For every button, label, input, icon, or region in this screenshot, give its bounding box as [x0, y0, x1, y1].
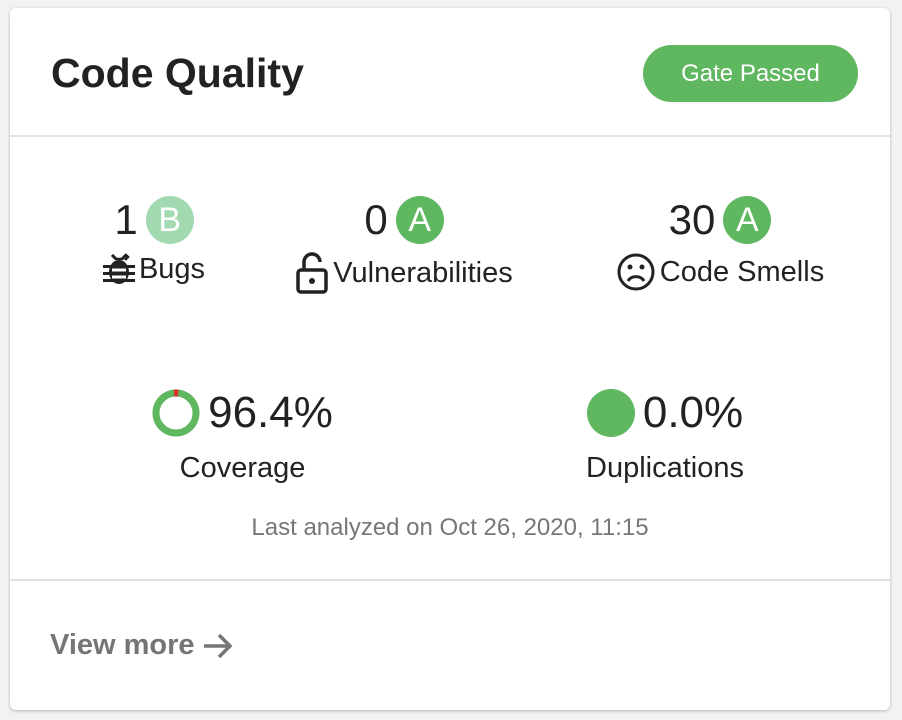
coverage-value: 96.4%: [208, 388, 333, 437]
duplications-indicator-icon: [586, 389, 635, 437]
metric-duplications[interactable]: 0.0% Duplications: [565, 388, 765, 485]
vulnerabilities-grade-badge: A: [395, 196, 444, 244]
metric-vulnerabilities[interactable]: 0 A Vulnerabilities: [274, 196, 534, 294]
code-smells-grade-badge: A: [723, 196, 772, 244]
arrow-right-icon: [203, 633, 233, 658]
card-title: Code Quality: [51, 50, 304, 96]
gate-status-badge: Gate Passed: [643, 45, 858, 102]
coverage-label: Coverage: [179, 452, 306, 484]
coverage-donut-icon: [152, 389, 200, 437]
vulnerabilities-label: Vulnerabilities: [333, 256, 513, 289]
bugs-label: Bugs: [138, 252, 206, 285]
code-smells-count: 30: [668, 196, 716, 243]
vulnerabilities-count: 0: [364, 196, 388, 243]
unlock-icon: [296, 252, 329, 294]
bugs-count: 1: [114, 196, 138, 243]
last-analyzed-text: Last analyzed on Oct 26, 2020, 11:15: [251, 514, 649, 541]
metric-code-smells[interactable]: 30 A Code Smells: [590, 196, 850, 292]
duplications-label: Duplications: [586, 452, 744, 484]
metric-coverage[interactable]: 96.4% Coverage: [130, 388, 355, 485]
code-quality-card: Code Quality Gate Passed 1 B Bugs 0 A: [10, 8, 890, 710]
sad-face-icon: [617, 253, 655, 291]
footer-divider: [10, 579, 890, 581]
duplications-value: 0.0%: [642, 388, 744, 437]
header-divider: [10, 135, 890, 137]
view-more-link[interactable]: View more: [50, 629, 235, 662]
bugs-grade-badge: B: [145, 196, 194, 244]
view-more-label: View more: [50, 629, 195, 661]
coverage-uncovered-arc: [152, 389, 200, 437]
bug-icon: [102, 253, 135, 284]
code-smells-label: Code Smells: [659, 255, 825, 288]
metric-bugs[interactable]: 1 B Bugs: [54, 196, 254, 286]
